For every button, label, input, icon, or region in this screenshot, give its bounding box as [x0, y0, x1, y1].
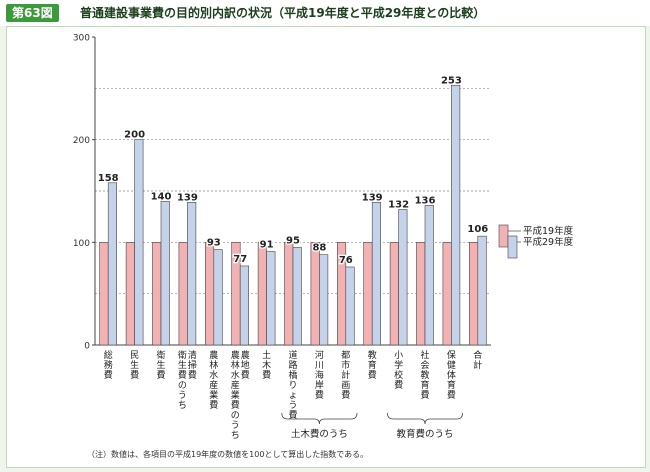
- data-label: 106: [467, 224, 488, 235]
- bar-h19: [257, 242, 267, 346]
- category-label: 教育費: [368, 349, 377, 381]
- bar-h29: [451, 84, 461, 346]
- category-label: 都市計画費: [341, 350, 350, 401]
- group-brace: [281, 412, 358, 425]
- data-label: 91: [260, 240, 274, 251]
- figure-header: 第63図 普通建設事業費の目的別内訳の状況（平成19年度と平成29年度との比較）: [0, 0, 650, 26]
- category-label: 合計: [473, 349, 482, 371]
- category-label: 総務費: [104, 349, 113, 381]
- bar-h29: [345, 266, 355, 346]
- group-label: 土木費のうち: [291, 428, 348, 440]
- category-label: 衛生費のうち: [178, 349, 187, 411]
- bar-h19: [389, 242, 399, 346]
- bar-h29: [266, 251, 276, 346]
- category-label: 道路橋りょう費: [288, 349, 297, 421]
- category-label: 保健体育費: [447, 349, 456, 401]
- figure-title: 普通建設事業費の目的別内訳の状況（平成19年度と平成29年度との比較）: [80, 6, 486, 20]
- data-label: 139: [177, 192, 198, 203]
- category-label: 土木費: [262, 349, 271, 381]
- group-brace: [387, 412, 463, 425]
- legend-label-h29: 平成29年度: [523, 236, 574, 248]
- bar-h19: [310, 242, 320, 346]
- data-label: 158: [98, 173, 119, 184]
- data-label: 95: [286, 235, 300, 246]
- category-label: 民生費: [130, 350, 139, 381]
- bar-h29: [239, 265, 249, 346]
- data-label: 200: [124, 130, 145, 141]
- legend-swatch-h19: [498, 224, 509, 248]
- bar-h29: [134, 139, 144, 346]
- bar-h29: [424, 205, 434, 346]
- bar-h19: [468, 242, 479, 346]
- category-label: 社会教育費: [420, 349, 429, 401]
- bar-h19: [99, 242, 109, 346]
- bar-h19: [442, 242, 452, 346]
- legend-swatch-h29: [507, 235, 518, 259]
- category-label: 衛生費: [156, 349, 165, 381]
- bar-h29: [160, 200, 170, 346]
- category-label: 農林水産業費: [209, 349, 218, 411]
- bar-chart: 0 100 200 300 158 総務費 200 民生費 140 衛生費 139 衛生費のうち清掃費…: [73, 34, 574, 442]
- group-label: 教育費のうち: [396, 428, 453, 440]
- figure-number: 第63図: [6, 4, 59, 22]
- bar-h19: [363, 242, 373, 346]
- data-label: 93: [207, 238, 221, 249]
- category-label: 小学校費: [394, 350, 403, 391]
- bar-h19: [284, 242, 294, 346]
- bar-h29: [213, 249, 223, 346]
- bar-h29: [398, 209, 408, 346]
- y-tick-label: 300: [73, 34, 90, 44]
- bar-h29: [187, 201, 197, 346]
- bar-h29: [319, 254, 329, 346]
- chart-panel: 0 100 200 300 158 総務費 200 民生費 140 衛生費 139 衛生費のうち 清掃費…: [6, 26, 646, 468]
- bar-h19: [125, 242, 135, 346]
- bar-h19: [178, 242, 188, 346]
- category-label: 河川海岸費: [315, 349, 324, 401]
- bar-h29: [477, 235, 487, 346]
- bar-h19: [416, 242, 426, 346]
- data-label: 139: [362, 192, 383, 203]
- bar-h19: [205, 242, 215, 346]
- category-label: 農林水産業費のうち: [231, 349, 240, 441]
- category-label: 農地費: [241, 349, 250, 381]
- y-tick-label: 0: [84, 342, 90, 352]
- bar-h29: [292, 247, 302, 346]
- figure-note: （注）数値は、各項目の平成19年度の数値を100として算出した指数である。: [87, 450, 369, 459]
- bar-h19: [152, 242, 162, 346]
- y-tick-label: 200: [73, 136, 90, 146]
- bar-h29: [107, 182, 117, 346]
- data-label: 136: [415, 195, 436, 206]
- data-label: 140: [151, 191, 172, 202]
- category-label: 清掃費: [188, 349, 197, 381]
- data-label: 253: [441, 75, 462, 86]
- data-label: 76: [339, 255, 353, 266]
- legend-label-h19: 平成19年度: [523, 225, 574, 237]
- data-label: 132: [388, 199, 409, 210]
- data-label: 77: [233, 254, 247, 265]
- y-tick-label: 100: [73, 239, 90, 249]
- bar-h29: [371, 201, 382, 346]
- data-label: 88: [312, 243, 326, 254]
